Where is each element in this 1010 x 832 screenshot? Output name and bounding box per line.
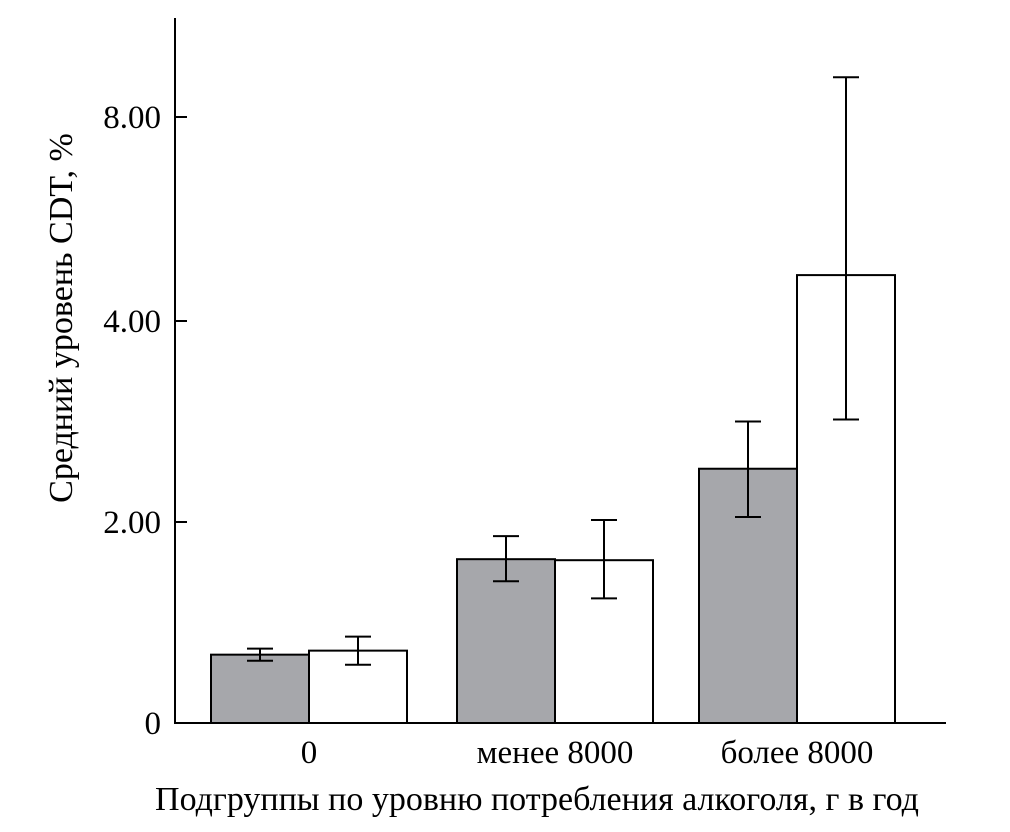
y-tick-label-4: 8.00 bbox=[103, 100, 161, 136]
x-category-label-1: 0 bbox=[301, 735, 318, 771]
y-tick-label-2: 2.00 bbox=[103, 505, 161, 541]
error-bar-series2-1 bbox=[345, 635, 371, 666]
bars-layer bbox=[210, 274, 896, 725]
y-tick-label-3: 4.00 bbox=[103, 304, 161, 340]
y-tick-label-1: 0 bbox=[145, 706, 162, 742]
error-bars-layer bbox=[247, 76, 859, 666]
error-bar-series1-2 bbox=[493, 535, 519, 583]
error-bar-series2-2 bbox=[591, 518, 617, 600]
x-category-label-2: менее 8000 bbox=[477, 735, 634, 771]
error-bar-series1-1 bbox=[247, 647, 273, 662]
error-bar-series1-3 bbox=[735, 420, 761, 518]
x-axis-title: Подгруппы по уровню потребления алкоголя… bbox=[155, 781, 919, 818]
error-bar-series2-3 bbox=[833, 76, 859, 421]
x-category-label-3: более 8000 bbox=[721, 735, 874, 771]
y-ticks-layer: 0 2.00 4.00 8.00 bbox=[103, 100, 187, 742]
x-labels-layer: 0 менее 8000 более 8000 bbox=[301, 735, 874, 771]
bar-series1-1 bbox=[210, 653, 310, 724]
bar-series1-2 bbox=[456, 558, 556, 724]
y-axis-title: Средний уровень CDT, % bbox=[43, 133, 80, 503]
